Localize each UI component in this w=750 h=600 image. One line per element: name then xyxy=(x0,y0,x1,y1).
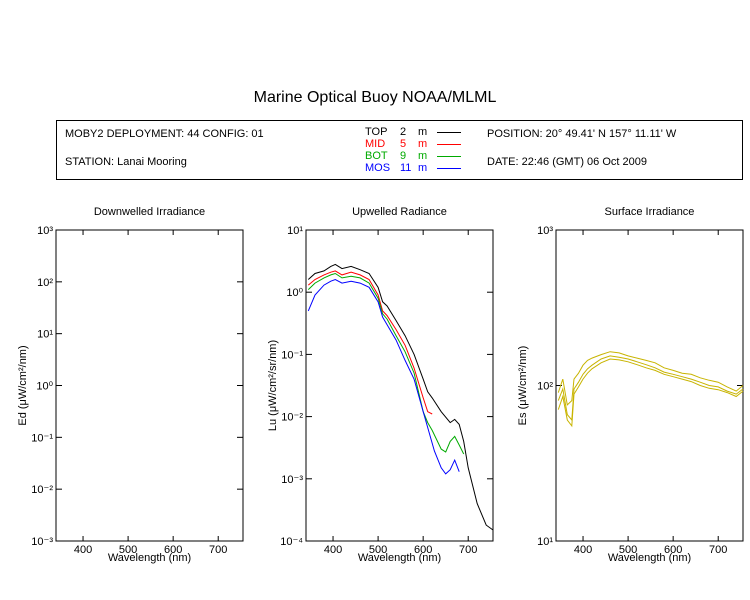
y-tick-label: 10² xyxy=(37,277,53,289)
legend-unit: m xyxy=(418,126,428,138)
y-tick-label: 10⁰ xyxy=(286,287,303,299)
legend-unit: m xyxy=(418,138,428,150)
legend-unit: m xyxy=(418,150,428,162)
panel-title: Upwelled Radiance xyxy=(352,206,447,218)
date-label: DATE: 22:46 (GMT) 06 Oct 2009 xyxy=(487,156,647,168)
plot-frame xyxy=(55,229,244,542)
x-tick-label: 600 xyxy=(414,544,432,556)
legend-name: MID xyxy=(365,138,386,150)
x-tick-label: 500 xyxy=(119,544,137,556)
y-axis-label: Ed (μW/cm²/nm) xyxy=(17,345,29,425)
legend-depth: 5 xyxy=(400,138,407,150)
legend-name: TOP xyxy=(365,126,388,138)
y-tick-label: 10⁻³ xyxy=(281,474,303,486)
position-label: POSITION: 20° 49.41' N 157° 11.11' W xyxy=(487,128,677,140)
legend-entry-mid: MID 5 m xyxy=(365,138,461,150)
x-tick-label: 400 xyxy=(324,544,342,556)
x-tick-label: 700 xyxy=(709,544,727,556)
legend-name: BOT xyxy=(365,150,388,162)
y-tick-label: 10⁻² xyxy=(31,484,53,496)
y-axis-label: Lu (μW/cm²/sr/nm) xyxy=(267,340,279,431)
y-tick-label: 10⁻⁴ xyxy=(280,536,303,548)
x-tick-label: 400 xyxy=(74,544,92,556)
x-axis-label: Wavelength (nm) xyxy=(358,552,441,564)
series-line-bot xyxy=(307,272,465,455)
legend-line-swatch xyxy=(437,132,461,133)
y-tick-label: 10⁻¹ xyxy=(281,349,303,361)
series-line-es-3 xyxy=(557,358,744,428)
x-tick-label: 600 xyxy=(664,544,682,556)
y-tick-label: 10¹ xyxy=(37,329,53,341)
legend-depth: 2 xyxy=(400,126,407,138)
legend-line-swatch xyxy=(437,156,461,157)
chart-panel-1: Downwelled Irradiance 400 500 600 700 Wavelen… xyxy=(17,206,244,564)
panel-title: Surface Irradiance xyxy=(605,206,695,218)
legend-unit: m xyxy=(418,162,428,174)
y-tick-label: 10⁰ xyxy=(36,381,53,393)
x-tick-label: 700 xyxy=(459,544,477,556)
series-line-es-1 xyxy=(557,351,744,406)
chart-main-title: Marine Optical Buoy NOAA/MLML xyxy=(253,89,497,106)
x-tick-label: 500 xyxy=(369,544,387,556)
x-tick-label: 600 xyxy=(164,544,182,556)
series-line-mid xyxy=(307,270,433,415)
y-tick-label: 10⁻¹ xyxy=(31,432,53,444)
y-tick-label: 10⁻² xyxy=(281,412,303,424)
chart-panel-3: Surface Irradiance 400 500 600 700 Wavelength… xyxy=(517,206,744,564)
y-tick-label: 10⁻³ xyxy=(31,536,53,548)
chart-panel-2: Upwelled Radiance 400 500 600 700 Wavelength … xyxy=(267,206,494,564)
panel-title: Downwelled Irradiance xyxy=(94,206,205,218)
x-tick-label: 400 xyxy=(574,544,592,556)
plot-frame xyxy=(305,229,494,542)
station-label: STATION: Lanai Mooring xyxy=(65,156,187,168)
deployment-info-box: MOBY2 DEPLOYMENT: 44 CONFIG: 01 STATION:… xyxy=(56,120,743,180)
deployment-label: MOBY2 DEPLOYMENT: 44 CONFIG: 01 xyxy=(65,128,264,140)
y-tick-label: 10³ xyxy=(37,225,53,237)
legend-entry-mos: MOS 11 m xyxy=(365,162,461,174)
legend-entry-top: TOP 2 m xyxy=(365,126,461,138)
y-tick-label: 10² xyxy=(537,381,553,393)
series-line-mos xyxy=(307,278,460,475)
y-tick-label: 10³ xyxy=(537,225,553,237)
y-tick-label: 10¹ xyxy=(537,536,553,548)
legend-depth: 9 xyxy=(400,150,407,162)
series-line-es-2 xyxy=(557,355,744,422)
y-tick-label: 10¹ xyxy=(287,225,303,237)
plot-frame xyxy=(555,229,744,542)
x-tick-label: 500 xyxy=(619,544,637,556)
legend-line-swatch xyxy=(437,168,461,169)
x-tick-label: 700 xyxy=(209,544,227,556)
legend-entry-bot: BOT 9 m xyxy=(365,150,461,162)
y-axis-label: Es (μW/cm²/nm) xyxy=(517,346,529,426)
x-axis-label: Wavelength (nm) xyxy=(608,552,691,564)
legend-name: MOS xyxy=(365,162,391,174)
legend-line-swatch xyxy=(437,144,461,145)
series-line-top xyxy=(307,263,494,531)
x-axis-label: Wavelength (nm) xyxy=(108,552,191,564)
legend-depth: 11 xyxy=(400,162,412,174)
